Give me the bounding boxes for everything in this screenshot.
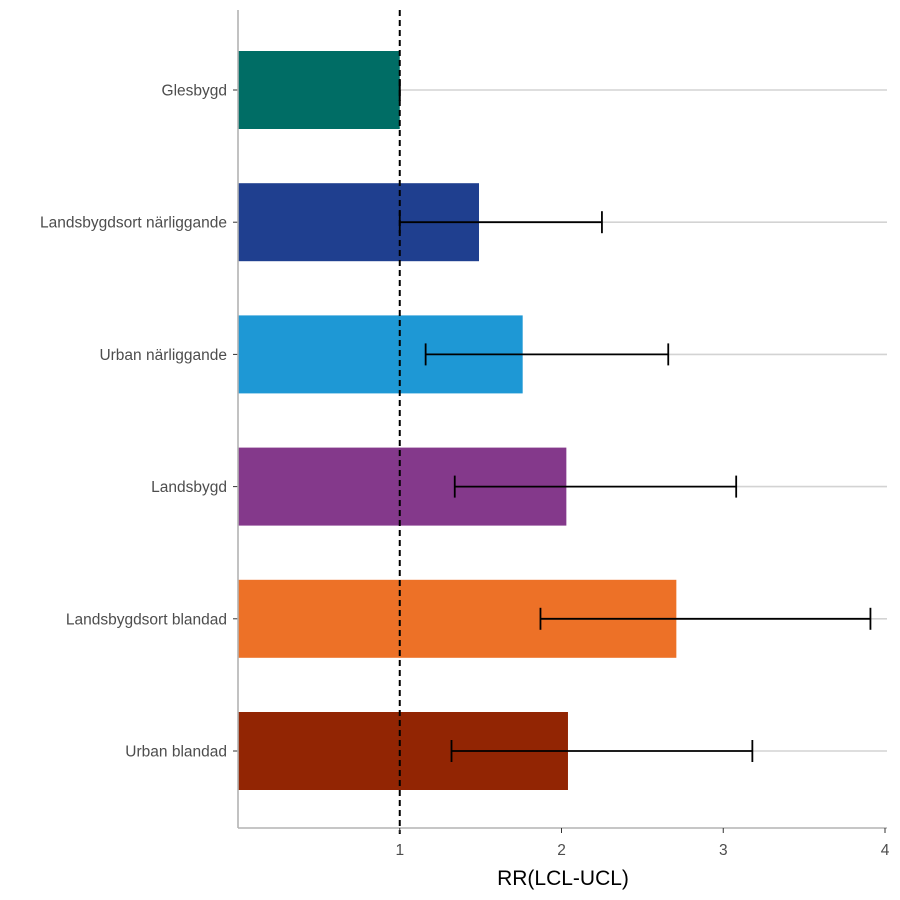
category-label: Landsbygdsort blandad bbox=[66, 611, 227, 628]
x-tick-label: 4 bbox=[881, 842, 890, 859]
x-axis-title: RR(LCL-UCL) bbox=[497, 867, 629, 890]
category-label: Glesbygd bbox=[162, 83, 227, 100]
axes bbox=[233, 10, 887, 833]
category-label: Landsbygdsort närliggande bbox=[40, 215, 227, 232]
category-label: Landsbygd bbox=[151, 479, 227, 496]
category-label: Urban närliggande bbox=[99, 347, 227, 364]
bar bbox=[238, 51, 400, 129]
category-label: Urban blandad bbox=[125, 744, 227, 761]
x-tick-label: 2 bbox=[557, 842, 566, 859]
x-tick-label: 1 bbox=[395, 842, 404, 859]
x-tick-label: 3 bbox=[719, 842, 728, 859]
bars bbox=[238, 51, 677, 790]
error-bars bbox=[398, 79, 872, 762]
labels: Glesbygd Landsbygdsort närliggande Urban n… bbox=[40, 83, 890, 860]
